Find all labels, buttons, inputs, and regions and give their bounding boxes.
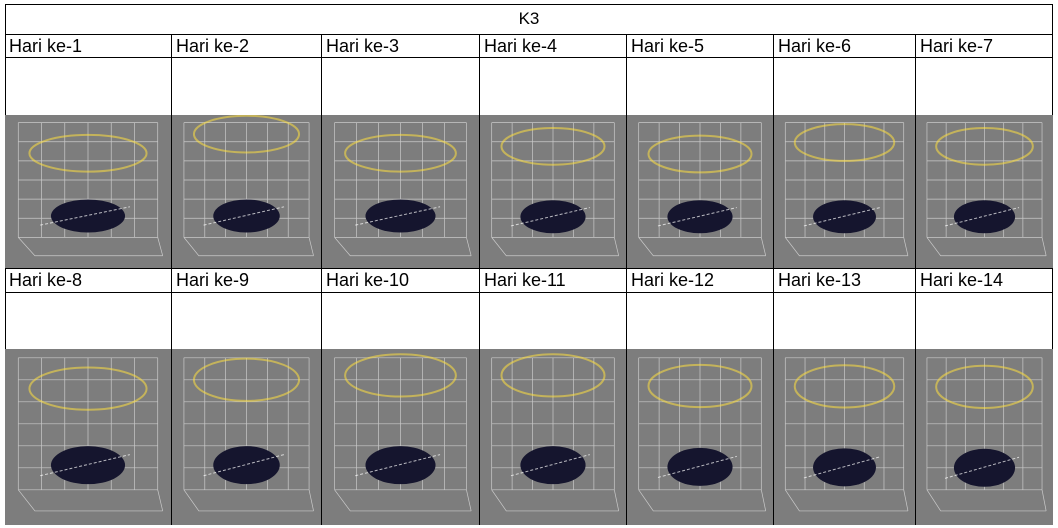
day-label: Hari ke-10 [326, 270, 410, 290]
surface-3d-plot-icon [5, 115, 171, 268]
day-label: Hari ke-1 [9, 36, 83, 56]
rule-v5 [773, 34, 774, 525]
rule-h3 [5, 268, 1053, 269]
day-label: Hari ke-14 [920, 270, 1004, 290]
k3-results-table: K3 Hari ke-1 Hari ke-2 Hari ke-3 Hari ke… [5, 4, 1053, 525]
surface-3d-plot-icon [322, 349, 479, 525]
rule-h2 [5, 57, 1053, 58]
rule-h1 [5, 34, 1053, 35]
day-label: Hari ke-11 [484, 270, 566, 290]
day-label: Hari ke-7 [920, 36, 994, 56]
surface-3d-plot-icon [172, 115, 321, 268]
surface-3d-plot-icon [627, 115, 773, 268]
day-label: Hari ke-8 [9, 270, 83, 290]
surface-3d-plot-icon [774, 349, 915, 525]
day-label: Hari ke-6 [778, 36, 852, 56]
surface-3d-plot-icon [172, 349, 321, 525]
day-label: Hari ke-2 [176, 36, 250, 56]
day-label: Hari ke-5 [631, 36, 705, 56]
day-label: Hari ke-4 [484, 36, 558, 56]
rule-h4 [5, 292, 1053, 293]
rule-v6 [915, 34, 916, 525]
surface-3d-plot-icon [774, 115, 915, 268]
rule-v3 [479, 34, 480, 525]
surface-3d-plot-icon [5, 349, 171, 525]
surface-3d-plot-icon [322, 115, 479, 268]
surface-3d-plot-icon [916, 115, 1053, 268]
rule-v4 [626, 34, 627, 525]
surface-3d-plot-icon [627, 349, 773, 525]
surface-3d-plot-icon [480, 349, 626, 525]
table-title: K3 [518, 9, 540, 28]
rule-v2 [321, 34, 322, 525]
surface-3d-plot-icon [480, 115, 626, 268]
day-label: Hari ke-3 [326, 36, 400, 56]
surface-3d-plot-icon [916, 349, 1053, 525]
day-label: Hari ke-12 [631, 270, 715, 290]
rule-v1 [171, 34, 172, 525]
day-label: Hari ke-13 [778, 270, 862, 290]
day-label: Hari ke-9 [176, 270, 250, 290]
